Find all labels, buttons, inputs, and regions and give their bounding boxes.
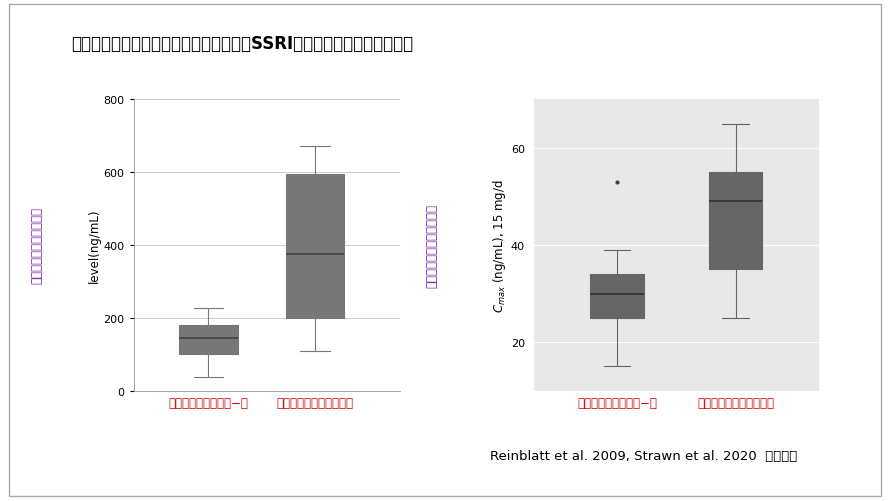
PathPatch shape [590,275,643,318]
PathPatch shape [179,326,238,355]
Text: フルボキサミン血中濃度: フルボキサミン血中濃度 [31,207,44,284]
Text: アクチベーションシンドロームの発症とSSRIの血中濃度の高さとの関係: アクチベーションシンドロームの発症とSSRIの血中濃度の高さとの関係 [71,35,413,53]
PathPatch shape [709,173,763,270]
Y-axis label: level(ng/mL): level(ng/mL) [87,208,101,283]
PathPatch shape [286,175,344,318]
Text: Reinblatt et al. 2009, Strawn et al. 2020  より引用: Reinblatt et al. 2009, Strawn et al. 202… [490,449,797,462]
Y-axis label: $C_{max}$ (ng/mL), 15 mg/d: $C_{max}$ (ng/mL), 15 mg/d [491,179,508,312]
Text: エスシタロプラム血中濃度: エスシタロプラム血中濃度 [425,203,438,288]
